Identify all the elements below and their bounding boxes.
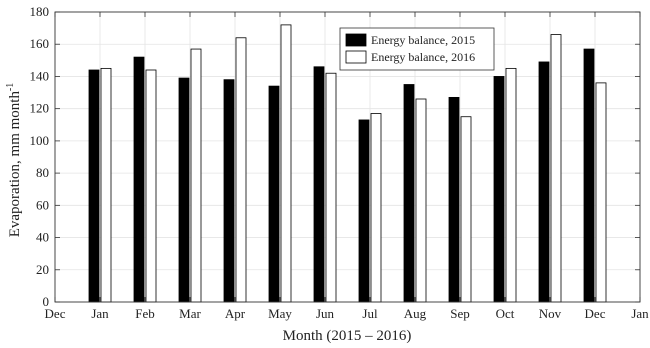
y-axis-label-exponent: -1 bbox=[5, 83, 16, 91]
bar-2016-may bbox=[280, 24, 292, 303]
x-axis-ticks: Dec Jan Feb Mar Apr May Jun Jul Aug Sep Oct Nov Dec J… bbox=[45, 12, 649, 321]
bar-2015-dec bbox=[583, 48, 595, 303]
x-tick-label: Sep bbox=[450, 306, 470, 321]
x-tick-label: Feb bbox=[135, 306, 155, 321]
bars bbox=[88, 24, 607, 303]
bar-2016-nov bbox=[550, 34, 562, 303]
x-tick-label: Jun bbox=[316, 306, 335, 321]
y-tick-label: 20 bbox=[36, 262, 49, 277]
bar-2016-mar bbox=[190, 48, 202, 303]
plot-frame bbox=[54, 11, 641, 303]
y-axis-label-text: Evaporation, mm month bbox=[7, 91, 23, 238]
y-tick-label: 100 bbox=[30, 133, 50, 148]
bar-2016-sep bbox=[460, 116, 472, 303]
bar-2015-may bbox=[268, 85, 280, 303]
bar-2016-jun bbox=[325, 72, 337, 303]
y-tick-label: 40 bbox=[36, 230, 49, 245]
x-tick-label: Nov bbox=[539, 306, 562, 321]
y-tick-label: 60 bbox=[36, 197, 49, 212]
x-tick-label: Aug bbox=[404, 306, 427, 321]
x-tick-label: Mar bbox=[179, 306, 201, 321]
plot-border bbox=[54, 11, 641, 303]
bar-2015-jan bbox=[88, 69, 100, 303]
legend-label-2016: Energy balance, 2016 bbox=[371, 50, 475, 64]
bar-2016-jul bbox=[370, 113, 382, 303]
legend-swatch-2015 bbox=[345, 33, 367, 47]
bar-2015-aug bbox=[403, 84, 415, 303]
x-tick-label: Dec bbox=[45, 306, 66, 321]
bar-2016-aug bbox=[415, 98, 427, 303]
x-tick-label: Jan bbox=[631, 306, 649, 321]
y-tick-label: 80 bbox=[36, 165, 49, 180]
bar-2016-dec bbox=[595, 82, 607, 303]
x-tick-label: Apr bbox=[225, 306, 246, 321]
y-tick-label: 180 bbox=[30, 4, 50, 19]
y-axis-label: Evaporation, mm month-1 bbox=[5, 83, 23, 238]
x-tick-label: Jan bbox=[91, 306, 109, 321]
bar-2015-sep bbox=[448, 96, 460, 303]
y-tick-label: 140 bbox=[30, 68, 50, 83]
bar-2015-jun bbox=[313, 66, 325, 303]
bar-2015-jul bbox=[358, 119, 370, 303]
legend-swatch-2016 bbox=[345, 50, 367, 64]
x-tick-label: Jul bbox=[362, 306, 378, 321]
bar-2015-apr bbox=[223, 79, 235, 303]
bar-2015-mar bbox=[178, 77, 190, 303]
y-axis-ticks: 0 20 40 60 80 100 120 140 160 180 bbox=[30, 4, 640, 309]
y-tick-label: 160 bbox=[30, 36, 50, 51]
bar-2016-feb bbox=[145, 69, 157, 303]
bar-2015-feb bbox=[133, 56, 145, 303]
x-tick-label: May bbox=[268, 306, 292, 321]
x-tick-label: Oct bbox=[496, 306, 515, 321]
bar-2016-oct bbox=[505, 67, 517, 303]
bar-2016-jan bbox=[100, 67, 112, 303]
legend-label-2015: Energy balance, 2015 bbox=[371, 33, 475, 47]
y-tick-label: 0 bbox=[43, 294, 50, 309]
legend: Energy balance, 2015 Energy balance, 201… bbox=[339, 27, 495, 71]
bar-2015-oct bbox=[493, 76, 505, 303]
x-tick-label: Dec bbox=[585, 306, 606, 321]
bar-2015-nov bbox=[538, 61, 550, 303]
bar-2016-apr bbox=[235, 37, 247, 303]
y-tick-label: 120 bbox=[30, 101, 50, 116]
x-axis-label: Month (2015 – 2016) bbox=[283, 328, 412, 344]
